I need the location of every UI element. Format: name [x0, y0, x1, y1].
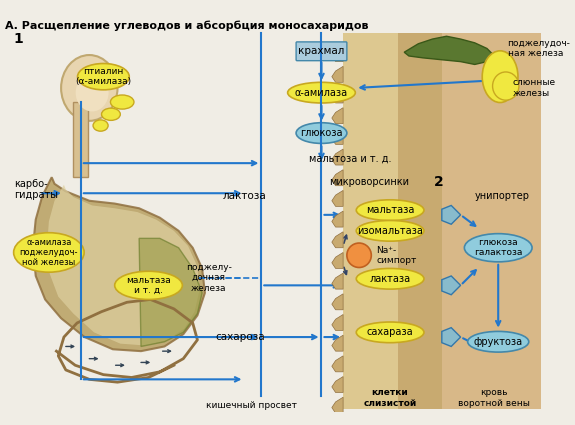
Polygon shape — [332, 149, 343, 165]
Text: α-амилаза: α-амилаза — [295, 88, 348, 98]
Polygon shape — [332, 252, 343, 269]
Text: мальтоза и т. д.: мальтоза и т. д. — [309, 153, 392, 164]
Bar — [442, 34, 540, 409]
Bar — [74, 102, 89, 177]
Ellipse shape — [356, 269, 424, 289]
Bar — [343, 34, 398, 409]
Ellipse shape — [356, 221, 424, 241]
Polygon shape — [139, 238, 202, 346]
Text: А. Расщепление углеводов и абсорбция моносахаридов: А. Расщепление углеводов и абсорбция мон… — [5, 20, 368, 31]
Polygon shape — [47, 185, 200, 346]
Ellipse shape — [76, 74, 109, 111]
Polygon shape — [332, 335, 343, 351]
Text: глюкоза: глюкоза — [300, 128, 343, 138]
Ellipse shape — [465, 234, 532, 262]
Ellipse shape — [356, 322, 424, 343]
Text: сахараза: сахараза — [367, 327, 413, 337]
Polygon shape — [332, 108, 343, 124]
Text: слюнные
железы: слюнные железы — [512, 78, 555, 98]
Polygon shape — [332, 273, 343, 289]
Ellipse shape — [102, 108, 120, 120]
Ellipse shape — [493, 72, 519, 100]
Polygon shape — [332, 314, 343, 331]
Polygon shape — [332, 170, 343, 186]
Text: мальтаза
и т. д.: мальтаза и т. д. — [126, 276, 171, 295]
Text: карбо-
гидраты: карбо- гидраты — [14, 178, 58, 200]
Polygon shape — [332, 232, 343, 248]
Polygon shape — [442, 205, 461, 224]
Polygon shape — [332, 128, 343, 144]
Text: микроворсинки: микроворсинки — [329, 177, 409, 187]
Polygon shape — [332, 211, 343, 227]
Text: лактоза: лактоза — [223, 191, 266, 201]
Polygon shape — [33, 177, 205, 351]
Text: глюкоза
галактоза: глюкоза галактоза — [474, 238, 523, 258]
Text: мальтаза: мальтаза — [366, 205, 415, 215]
Polygon shape — [442, 328, 461, 346]
Ellipse shape — [296, 123, 347, 143]
Polygon shape — [332, 377, 343, 393]
Polygon shape — [332, 190, 343, 207]
Polygon shape — [332, 356, 343, 372]
Polygon shape — [332, 87, 343, 103]
Ellipse shape — [347, 243, 371, 267]
Text: 1: 1 — [13, 32, 23, 46]
Text: α-амилаза
поджелудоч-
ной железы: α-амилаза поджелудоч- ной железы — [20, 238, 78, 267]
Text: изомальтаза: изомальтаза — [357, 226, 423, 236]
Polygon shape — [332, 397, 343, 413]
Ellipse shape — [356, 200, 424, 221]
Bar — [343, 34, 442, 409]
Text: поджелу-
дочная
железа: поджелу- дочная железа — [186, 263, 232, 293]
Text: кишечный просвет: кишечный просвет — [206, 401, 297, 410]
Text: 2: 2 — [434, 175, 444, 189]
Ellipse shape — [78, 63, 129, 90]
Ellipse shape — [14, 233, 84, 272]
Polygon shape — [332, 45, 343, 62]
Ellipse shape — [110, 95, 134, 109]
Text: лактаза: лактаза — [370, 274, 411, 284]
Text: Na⁺-
симпорт: Na⁺- симпорт — [376, 246, 416, 265]
Ellipse shape — [467, 332, 529, 352]
Text: поджелудоч-
ная железа: поджелудоч- ная железа — [508, 39, 570, 58]
Text: птиалин
(α-амилаза): птиалин (α-амилаза) — [75, 67, 132, 86]
Ellipse shape — [288, 82, 355, 103]
Ellipse shape — [61, 55, 117, 121]
Ellipse shape — [93, 120, 108, 131]
Text: унипортер: унипортер — [475, 191, 530, 201]
Ellipse shape — [114, 271, 182, 300]
Polygon shape — [442, 276, 461, 295]
Text: клетки
слизистой: клетки слизистой — [363, 388, 417, 408]
FancyBboxPatch shape — [296, 42, 347, 61]
Polygon shape — [404, 36, 493, 65]
Text: крахмал: крахмал — [298, 46, 344, 56]
Polygon shape — [332, 66, 343, 82]
Polygon shape — [332, 294, 343, 310]
Text: сахароза: сахароза — [216, 332, 266, 342]
Ellipse shape — [482, 51, 518, 102]
Text: кровь
воротной вены: кровь воротной вены — [458, 388, 530, 408]
Text: фруктоза: фруктоза — [474, 337, 523, 347]
